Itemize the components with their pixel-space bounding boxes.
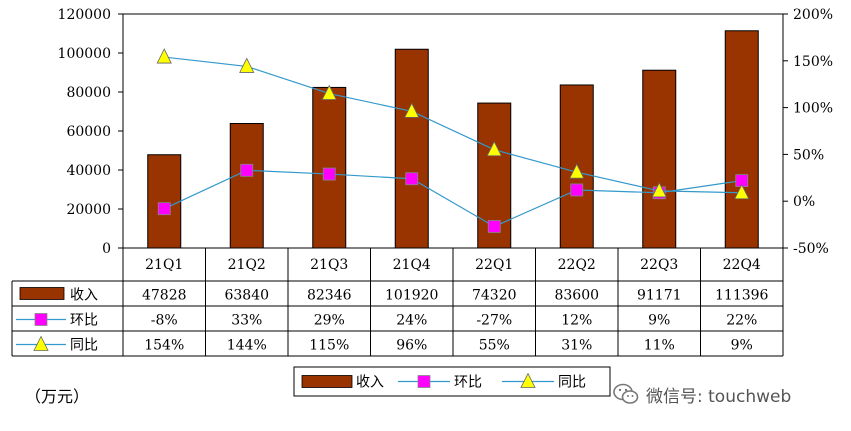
marker-triangle: [321, 84, 337, 100]
y-left-tick-label: 80000: [66, 85, 111, 101]
marker-square: [405, 172, 419, 186]
x-category-label: 22Q1: [475, 257, 513, 273]
row-header: 收入: [70, 288, 98, 304]
bar-revenue: [724, 30, 759, 249]
marker-triangle: [156, 48, 172, 64]
y-right-tick-label: 200%: [793, 7, 833, 23]
table-cell: 9%: [648, 313, 670, 329]
bar-revenue: [394, 48, 429, 249]
watermark: 微信号: touchweb: [612, 379, 791, 409]
table-cell: 82346: [307, 288, 352, 304]
line-qoq: [163, 169, 742, 228]
unit-label: （万元）: [25, 387, 90, 406]
marker-triangle: [651, 182, 667, 198]
row-key-bar: [19, 287, 65, 300]
legend-label: 同比: [558, 375, 586, 391]
y-left-tick-label: 20000: [66, 202, 111, 218]
row-header: 环比: [70, 313, 98, 329]
y-right-tick-label: 100%: [793, 101, 833, 117]
marker-triangle: [520, 372, 536, 388]
row-header: 同比: [70, 338, 98, 354]
table-cell: 96%: [396, 338, 427, 354]
table-cell: 115%: [309, 338, 349, 354]
legend-key-bar: [301, 375, 353, 388]
x-category-label: 21Q4: [393, 257, 431, 273]
bar-revenue: [642, 69, 677, 249]
marker-square: [34, 313, 48, 326]
table-cell: 12%: [561, 313, 592, 329]
marker-square: [322, 167, 336, 181]
y-right-tick-label: 0%: [793, 194, 815, 210]
table-cell: 47828: [142, 288, 187, 304]
table-cell: 154%: [144, 338, 184, 354]
x-category-label: 21Q1: [145, 257, 183, 273]
line-yoy: [164, 56, 742, 194]
marker-triangle: [486, 140, 502, 157]
marker-triangle: [404, 102, 420, 118]
y-right-tick-label: 50%: [793, 147, 824, 163]
x-category-label: 22Q4: [723, 257, 761, 273]
table-cell: 22%: [726, 313, 757, 329]
marker-square: [157, 202, 171, 216]
y-right-tick-label: 150%: [793, 54, 833, 70]
table-cell: -27%: [476, 313, 512, 329]
marker-triangle: [734, 183, 750, 200]
table-cell: 29%: [314, 313, 345, 329]
x-category-label: 22Q3: [640, 257, 678, 273]
y-right-tick-label: -50%: [793, 241, 829, 257]
marker-square: [570, 183, 584, 197]
marker-square: [240, 163, 254, 177]
legend-label: 收入: [356, 375, 384, 391]
table-cell: 101920: [385, 288, 438, 304]
bar-revenue: [229, 123, 264, 249]
marker-square: [417, 375, 431, 388]
y-left-tick-label: 120000: [58, 7, 111, 23]
table-cell: 9%: [731, 338, 753, 354]
table-cell: 111396: [715, 288, 769, 304]
x-category-label: 21Q2: [228, 257, 266, 273]
y-left-tick-label: 100000: [58, 46, 111, 62]
table-cell: 91171: [637, 288, 682, 304]
table-cell: 33%: [231, 313, 262, 329]
y-left-tick-label: 60000: [66, 124, 111, 140]
table-cell: 24%: [396, 313, 427, 329]
marker-triangle: [239, 57, 255, 73]
marker-triangle: [33, 335, 49, 351]
marker-square: [487, 220, 501, 233]
y-left-tick-label: 0: [102, 241, 111, 257]
x-category-label: 22Q2: [558, 257, 596, 273]
marker-triangle: [569, 163, 585, 179]
y-left-tick-label: 40000: [66, 163, 111, 179]
bar-revenue: [147, 154, 182, 249]
watermark-text: 微信号: touchweb: [646, 386, 792, 407]
table-cell: 31%: [561, 338, 592, 354]
table-cell: 144%: [227, 338, 267, 354]
table-cell: 74320: [472, 288, 517, 304]
wechat-icon: [613, 383, 639, 404]
table-cell: 83600: [554, 288, 599, 304]
x-category-label: 21Q3: [310, 257, 348, 273]
table-cell: 63840: [224, 288, 269, 304]
legend-label: 环比: [454, 375, 482, 391]
table-cell: 55%: [479, 338, 510, 354]
table-cell: 11%: [644, 338, 675, 354]
table-cell: -8%: [151, 313, 178, 329]
